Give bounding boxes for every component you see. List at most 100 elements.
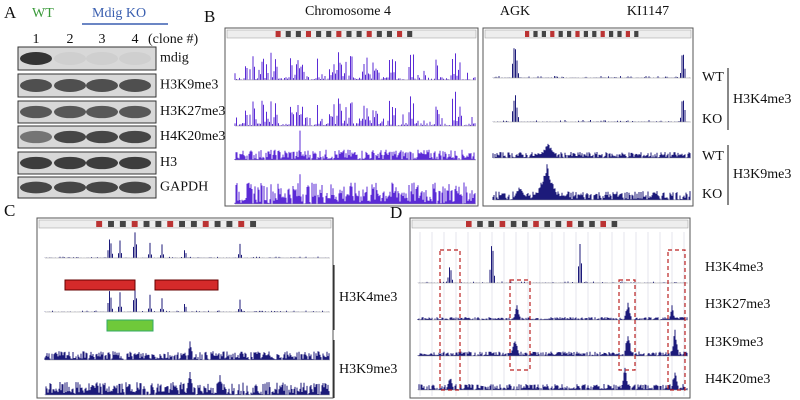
band bbox=[20, 156, 52, 170]
ideogram-block bbox=[499, 221, 506, 227]
ideogram-block bbox=[366, 31, 372, 37]
mark-label: H3K4me3 bbox=[733, 92, 791, 107]
blot-box bbox=[17, 46, 157, 71]
ideogram-block bbox=[131, 221, 138, 227]
ideogram-block bbox=[510, 221, 517, 227]
mark-label: H3K9me3 bbox=[339, 362, 397, 377]
blot-label: H3K27me3 bbox=[160, 104, 225, 119]
band bbox=[86, 105, 118, 119]
ideogram-block bbox=[108, 221, 114, 227]
ideogram-block bbox=[592, 31, 597, 37]
ideogram-block bbox=[525, 31, 530, 37]
ideogram-block bbox=[407, 31, 413, 37]
ideogram-block bbox=[533, 221, 539, 227]
ideogram-block bbox=[567, 31, 572, 37]
genome-tracks bbox=[36, 27, 694, 399]
ideogram-block bbox=[167, 221, 174, 227]
sample-label: WT bbox=[702, 70, 724, 85]
lane-number: 2 bbox=[67, 32, 74, 47]
mark-label: H3K4me3 bbox=[705, 260, 763, 275]
panel-label: A bbox=[4, 3, 17, 22]
browser-frame bbox=[482, 27, 694, 207]
ideogram-block bbox=[96, 221, 103, 227]
ideogram-block bbox=[611, 221, 618, 227]
ideogram-block bbox=[578, 221, 584, 227]
ideogram-block bbox=[609, 31, 614, 37]
highlight-box bbox=[439, 249, 461, 391]
band bbox=[54, 181, 86, 194]
band bbox=[86, 130, 118, 144]
ideogram-block bbox=[346, 31, 352, 37]
band bbox=[119, 181, 151, 194]
signal-track bbox=[234, 130, 476, 160]
band bbox=[119, 52, 151, 65]
ideogram-block bbox=[179, 221, 185, 227]
ideogram-block bbox=[397, 31, 403, 37]
highlight-box bbox=[509, 279, 531, 371]
ideogram-block bbox=[477, 221, 483, 227]
region-box bbox=[154, 279, 219, 291]
band bbox=[20, 79, 52, 92]
western-blots: mdig H3K9me3 H3K27me3 H4K20me3 H3 GAPDH bbox=[17, 46, 225, 199]
band bbox=[54, 105, 86, 119]
ideogram-block bbox=[250, 221, 257, 227]
blot-label: GAPDH bbox=[160, 180, 208, 195]
panel-label: D bbox=[390, 203, 402, 222]
ideogram-block bbox=[155, 221, 162, 227]
ideogram-block bbox=[575, 31, 580, 37]
ideogram-block bbox=[617, 31, 622, 37]
ideogram-block bbox=[295, 31, 301, 37]
browser-frame bbox=[409, 217, 691, 399]
mark-label: H3K9me3 bbox=[733, 167, 791, 182]
ideogram-block bbox=[376, 31, 382, 37]
ideogram-block bbox=[544, 221, 550, 227]
gene-title: AGK bbox=[500, 4, 530, 19]
ideogram-block bbox=[143, 221, 150, 227]
band bbox=[119, 156, 151, 170]
ideogram-block bbox=[238, 221, 245, 227]
ideogram-block bbox=[326, 31, 332, 37]
ideogram-block bbox=[305, 31, 312, 37]
panel-label: B bbox=[204, 7, 215, 26]
band bbox=[86, 79, 118, 92]
ideogram-block bbox=[541, 31, 546, 37]
ideogram-block bbox=[488, 221, 494, 227]
band bbox=[86, 181, 118, 194]
ideogram-block bbox=[600, 221, 606, 227]
ideogram-block bbox=[285, 31, 291, 37]
clone-label: (clone #) bbox=[148, 32, 198, 47]
band bbox=[20, 181, 52, 194]
sample-label: WT bbox=[702, 149, 724, 164]
signal-track bbox=[234, 91, 476, 126]
sample-label: KO bbox=[702, 187, 722, 202]
ideogram-block bbox=[625, 31, 630, 37]
band bbox=[54, 52, 86, 65]
ideogram-block bbox=[386, 31, 392, 37]
ideogram-block bbox=[226, 221, 233, 227]
ideogram-block bbox=[566, 221, 573, 227]
ideogram-block bbox=[190, 221, 197, 227]
lane-number: 4 bbox=[132, 32, 139, 47]
band bbox=[20, 52, 52, 65]
mark-label: H3K9me3 bbox=[705, 335, 763, 350]
ideogram-block bbox=[119, 221, 126, 227]
ko-label: Mdig KO bbox=[92, 6, 146, 21]
mark-label: H4K20me3 bbox=[705, 372, 770, 387]
signal-track bbox=[234, 174, 476, 204]
ideogram-block bbox=[466, 221, 472, 227]
ideogram-block bbox=[600, 31, 605, 37]
band bbox=[20, 105, 52, 119]
blot-label: H3 bbox=[160, 155, 177, 170]
wt-label: WT bbox=[32, 6, 54, 21]
blot-label: H4K20me3 bbox=[160, 129, 225, 144]
region-title: Chromosome 4 bbox=[305, 4, 391, 19]
panel-label: C bbox=[4, 201, 15, 220]
ideogram-block bbox=[558, 31, 563, 37]
ideogram-block bbox=[202, 221, 209, 227]
region-box bbox=[106, 319, 154, 332]
ideogram-block bbox=[589, 221, 595, 227]
region-box bbox=[64, 279, 136, 291]
ideogram-block bbox=[634, 31, 639, 37]
band bbox=[86, 156, 118, 170]
